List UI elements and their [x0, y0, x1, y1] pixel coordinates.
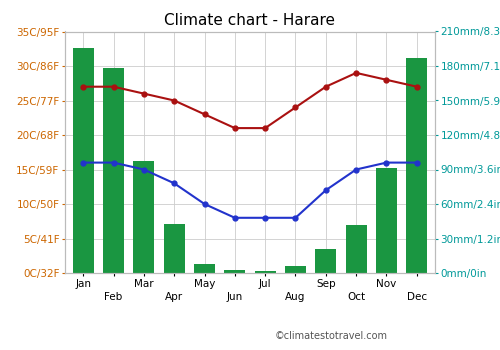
Bar: [315, 249, 336, 273]
Bar: [164, 224, 185, 273]
Title: Climate chart - Harare: Climate chart - Harare: [164, 13, 336, 28]
Text: Dec: Dec: [406, 293, 427, 302]
Bar: [224, 270, 246, 273]
Bar: [254, 271, 276, 273]
Bar: [194, 264, 215, 273]
Bar: [103, 68, 124, 273]
Text: Feb: Feb: [104, 293, 122, 302]
Bar: [376, 168, 397, 273]
Bar: [133, 161, 154, 273]
Text: Apr: Apr: [165, 293, 183, 302]
Text: Jun: Jun: [226, 293, 243, 302]
Text: Aug: Aug: [286, 293, 306, 302]
Bar: [406, 58, 427, 273]
Text: Oct: Oct: [347, 293, 365, 302]
Bar: [72, 48, 94, 273]
Bar: [346, 225, 367, 273]
Text: ©climatestotravel.com: ©climatestotravel.com: [275, 331, 388, 341]
Bar: [285, 266, 306, 273]
